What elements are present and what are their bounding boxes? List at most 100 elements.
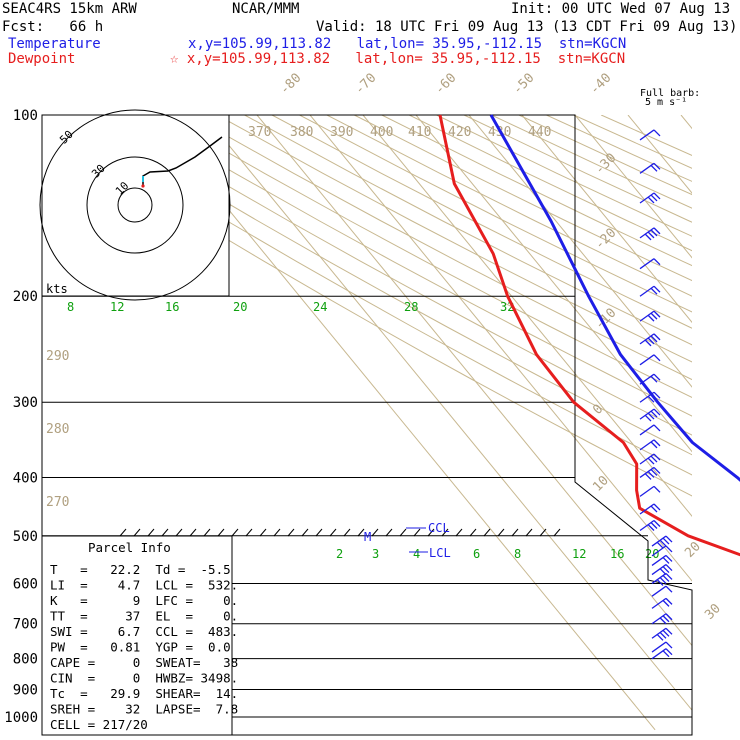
wind-barb: [639, 503, 661, 515]
potential-temp-label: 280: [46, 422, 69, 437]
hodograph-units: kts: [46, 282, 68, 296]
wind-barb: [639, 424, 661, 436]
mixing-ratio-label: 6: [473, 547, 480, 561]
barb-legend-line2: 5 m s⁻¹: [645, 97, 687, 108]
profiles: [438, 114, 740, 557]
wind-barb: [639, 519, 661, 532]
dry-adiabat-line: [189, 115, 692, 381]
potential-temp-label: 290: [46, 349, 69, 364]
mixing-ratio-label: 28: [404, 300, 418, 314]
potential-temp-label: 400: [370, 125, 393, 140]
mixing-ratio-label: 16: [165, 300, 179, 314]
hatch-mark: [259, 528, 267, 537]
wind-barb: [639, 258, 661, 270]
wind-barb: [639, 408, 661, 422]
dry-adiabat-line: [79, 115, 692, 456]
hodograph-ring-10: [117, 187, 153, 223]
dry-adiabat-line: [491, 115, 692, 209]
isotherm-line: [415, 115, 692, 453]
dry-adiabat-line: [436, 115, 692, 237]
wind-barb: [639, 129, 661, 141]
parcel-info-row: CAPE = 0 SWEAT= 38: [50, 655, 238, 670]
dry-adiabat-line: [107, 115, 692, 436]
wind-barb: [639, 285, 661, 297]
hatch-mark: [301, 528, 309, 537]
wind-barb: [651, 627, 673, 641]
pressure-label: 500: [13, 529, 38, 545]
dry-adiabat-line: [162, 115, 692, 399]
hatch-mark: [287, 528, 295, 537]
m-label: M: [364, 530, 371, 544]
hatch-mark: [133, 528, 141, 537]
wind-barb: [639, 227, 661, 241]
parcel-info-title: Parcel Info: [88, 540, 171, 555]
wind-barb: [639, 453, 661, 465]
wind-barb: [639, 162, 661, 174]
mixing-ratio-label: 12: [572, 547, 586, 561]
potential-temp-label: 370: [248, 125, 271, 140]
mixing-ratio-label: 8: [514, 547, 521, 561]
hatch-mark: [427, 528, 435, 537]
hatch-mark: [329, 528, 337, 537]
parcel-info-row: TT = 37 EL = 0.: [50, 609, 238, 624]
isotherm-line: [362, 115, 692, 518]
barb-legend-line1: Full barb:: [640, 88, 700, 99]
dry-adiabat-line: [463, 115, 692, 223]
hatch-mark: [399, 528, 407, 537]
hatch-mark: [553, 528, 561, 537]
hatch-mark: [413, 528, 421, 537]
hatch-mark: [175, 528, 183, 537]
hatch-mark: [217, 528, 225, 537]
hatch-mark: [231, 528, 239, 537]
org-label: NCAR/MMM: [232, 1, 299, 17]
isotherm-line: [574, 115, 692, 259]
pressure-label: 100: [13, 108, 38, 124]
hatch-mark: [497, 528, 505, 537]
pressure-label: 600: [13, 576, 38, 592]
isotherm-label: -50: [510, 71, 537, 98]
wind-barb: [651, 545, 673, 557]
hatch-mark: [357, 528, 365, 537]
isotherm-line: [309, 115, 692, 582]
hatch-mark: [343, 528, 351, 537]
pressure-label: 1000: [4, 710, 38, 726]
temperature-legend-label: Temperature: [8, 36, 101, 52]
ccl-label: CCL: [428, 521, 450, 535]
hatch-mark: [189, 528, 197, 537]
isotherm-line: [521, 115, 692, 324]
wind-barb: [639, 391, 661, 403]
potential-temp-label: 410: [408, 125, 431, 140]
mixing-ratio-label: 4: [413, 547, 420, 561]
wind-barbs: [639, 129, 673, 660]
hatch-mark: [161, 528, 169, 537]
isotherm-label: -80: [277, 71, 304, 98]
dry-adiabat-line: [326, 115, 692, 297]
hatch-mark: [315, 528, 323, 537]
pressure-label: 200: [13, 289, 38, 305]
parcel-info-row: SREH = 32 LAPSE= 7.8: [50, 702, 238, 717]
mixing-ratio-label: 16: [610, 547, 624, 561]
wind-barb: [639, 485, 661, 497]
mixing-ratio-label: 24: [313, 300, 327, 314]
wind-barb: [651, 535, 673, 549]
isotherm-line: [734, 115, 740, 730]
isotherm-label: -60: [432, 71, 459, 98]
parcel-info-row: Tc = 29.9 SHEAR= 14.: [50, 686, 238, 701]
isotherm-line: [468, 115, 692, 388]
wind-barb: [639, 373, 661, 385]
pressure-label: 700: [13, 617, 38, 633]
mixing-ratio-label: 8: [67, 300, 74, 314]
fcst-label: Fcst: 66 h: [2, 19, 103, 35]
hatch-mark: [539, 528, 547, 537]
isotherm-label: 10: [590, 473, 612, 495]
hatch-mark: [483, 528, 491, 537]
isotherm-label: 30: [702, 601, 724, 623]
mixing-ratio-label: 12: [110, 300, 124, 314]
dewpoint-legend-info: ☆ x,y=105.99,113.82 lat,lon= 35.95,-112.…: [170, 51, 625, 67]
parcel-info-box: [41, 535, 233, 736]
hatch-mark: [245, 528, 253, 537]
hatch-mark: [455, 528, 463, 537]
parcel-info-panel: Parcel Info T = 22.2 Td = -5.5LI = 4.7 L…: [41, 535, 238, 736]
header: SEAC4RS 15km ARW NCAR/MMM Init: 00 UTC W…: [2, 1, 737, 67]
